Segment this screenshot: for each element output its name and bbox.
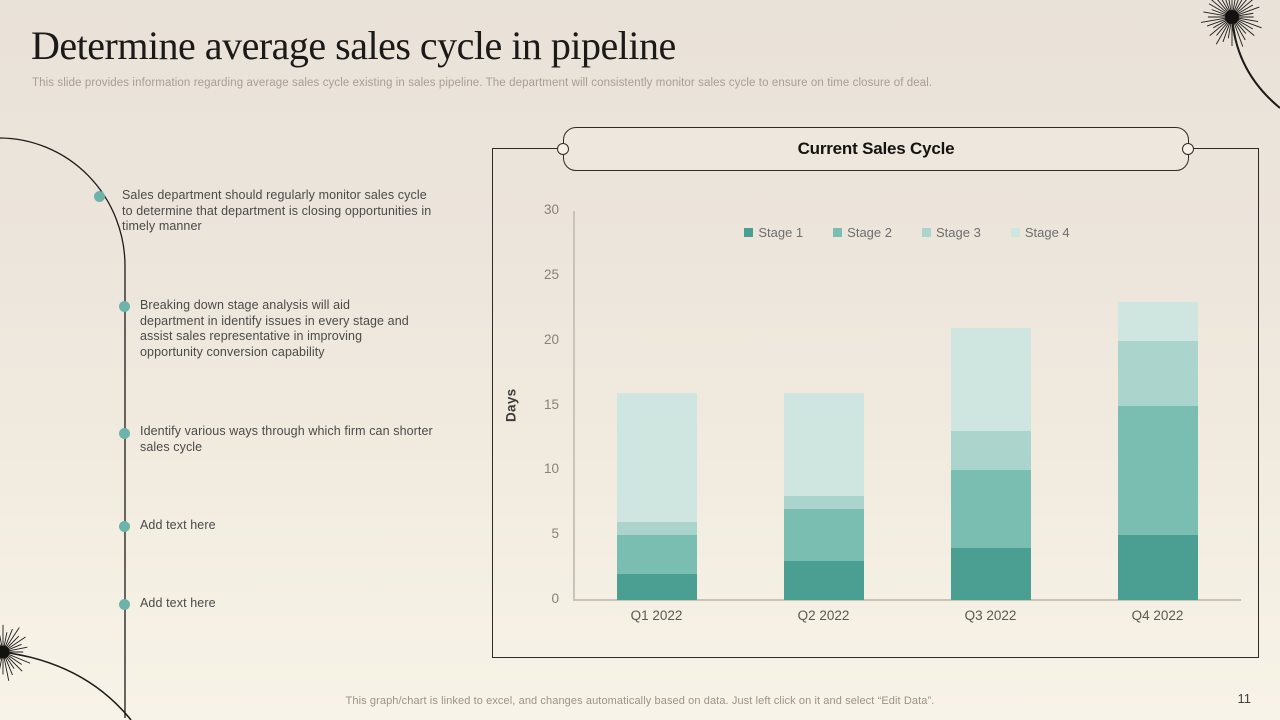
stacked-bar-q4-2022[interactable] bbox=[1117, 301, 1198, 600]
chart-bars bbox=[573, 211, 1241, 600]
x-axis-label: Q3 2022 bbox=[964, 608, 1017, 623]
x-axis-line bbox=[573, 599, 1241, 601]
bar-segment-stage-2 bbox=[1117, 405, 1198, 536]
dandelion-top-right-icon bbox=[1200, 0, 1280, 109]
legend-label: Stage 1 bbox=[758, 224, 804, 240]
stacked-bar-q3-2022[interactable] bbox=[950, 327, 1031, 600]
bar-segment-stage-2 bbox=[616, 535, 697, 575]
chart-title: Current Sales Cycle bbox=[797, 139, 955, 158]
bar-segment-stage-4 bbox=[950, 327, 1031, 432]
bar-segment-stage-2 bbox=[950, 470, 1031, 549]
stacked-bar-q2-2022[interactable] bbox=[783, 392, 864, 600]
chart-title-box[interactable]: Current Sales Cycle bbox=[563, 127, 1189, 171]
bar-segment-stage-4 bbox=[783, 392, 864, 497]
stacked-bar-q1-2022[interactable] bbox=[616, 392, 697, 600]
legend-item: Stage 2 bbox=[833, 225, 892, 240]
bullet-text-placeholder: Add text here bbox=[140, 596, 216, 610]
x-axis-label: Q1 2022 bbox=[630, 608, 683, 623]
legend-swatch-icon bbox=[922, 227, 931, 237]
page-subtitle[interactable]: This slide provides information regardin… bbox=[32, 77, 933, 89]
bullet-text: Breaking down stage analysis will aid de… bbox=[140, 298, 409, 359]
legend-item: Stage 4 bbox=[1010, 224, 1070, 240]
bar-segment-stage-1 bbox=[616, 574, 697, 600]
bar-slot bbox=[907, 211, 1074, 600]
legend-label: Stage 4 bbox=[1024, 224, 1070, 240]
y-tick-label: 20 bbox=[543, 331, 559, 347]
bar-segment-stage-3 bbox=[616, 522, 697, 536]
x-axis-label: Q4 2022 bbox=[1131, 608, 1184, 623]
legend-swatch-icon bbox=[744, 227, 754, 237]
bar-slot bbox=[573, 211, 740, 600]
bullet-dot-icon bbox=[119, 599, 130, 610]
legend-item: Stage 3 bbox=[922, 225, 981, 240]
bar-segment-stage-1 bbox=[1117, 535, 1198, 600]
bullet-text: Identify various ways through which firm… bbox=[140, 424, 433, 454]
bullet-dot-icon bbox=[119, 428, 130, 439]
bar-slot bbox=[1074, 211, 1241, 600]
bullet-dot-icon bbox=[119, 301, 130, 312]
chart-legend: Stage 1 Stage 2 Stage 3 Stage 4 bbox=[573, 223, 1241, 241]
bullet-text-placeholder: Add text here bbox=[140, 518, 216, 532]
legend-swatch-icon bbox=[1010, 227, 1020, 237]
edit-data-footnote: This graph/chart is linked to excel, and… bbox=[345, 695, 935, 707]
bar-segment-stage-4 bbox=[1117, 301, 1198, 341]
bar-segment-stage-3 bbox=[783, 496, 864, 510]
x-axis-label: Q2 2022 bbox=[797, 608, 850, 623]
legend-swatch-icon bbox=[833, 227, 843, 237]
x-axis-labels: Q1 2022 Q2 2022 Q3 2022 Q4 2022 bbox=[573, 608, 1241, 623]
page-title[interactable]: Determine average sales cycle in pipelin… bbox=[31, 23, 676, 68]
bullet-text: Sales department should regularly monito… bbox=[122, 188, 432, 234]
y-tick-label: 5 bbox=[551, 526, 559, 542]
bullet-dot-icon bbox=[119, 521, 130, 532]
y-tick-label: 0 bbox=[551, 591, 559, 606]
bar-segment-stage-3 bbox=[1117, 340, 1198, 406]
legend-label: Stage 2 bbox=[847, 224, 892, 240]
y-axis-line bbox=[573, 211, 575, 600]
y-tick-label: 25 bbox=[543, 266, 559, 282]
bullet-dot-icon bbox=[94, 191, 105, 202]
legend-item: Stage 1 bbox=[744, 225, 803, 240]
connector-dot-right-icon bbox=[1182, 143, 1194, 155]
left-arc-line bbox=[0, 137, 126, 718]
bar-slot bbox=[740, 211, 907, 600]
connector-dot-left-icon bbox=[557, 143, 569, 155]
bar-segment-stage-3 bbox=[950, 431, 1031, 471]
y-tick-label: 30 bbox=[543, 202, 559, 217]
y-tick-label: 10 bbox=[543, 461, 559, 477]
page-number: 11 bbox=[1237, 691, 1252, 706]
bar-segment-stage-1 bbox=[783, 561, 864, 600]
y-tick-label: 15 bbox=[543, 396, 559, 412]
bar-segment-stage-4 bbox=[616, 392, 697, 523]
bar-segment-stage-2 bbox=[783, 509, 864, 562]
bar-segment-stage-1 bbox=[950, 548, 1031, 600]
legend-label: Stage 3 bbox=[936, 224, 981, 240]
